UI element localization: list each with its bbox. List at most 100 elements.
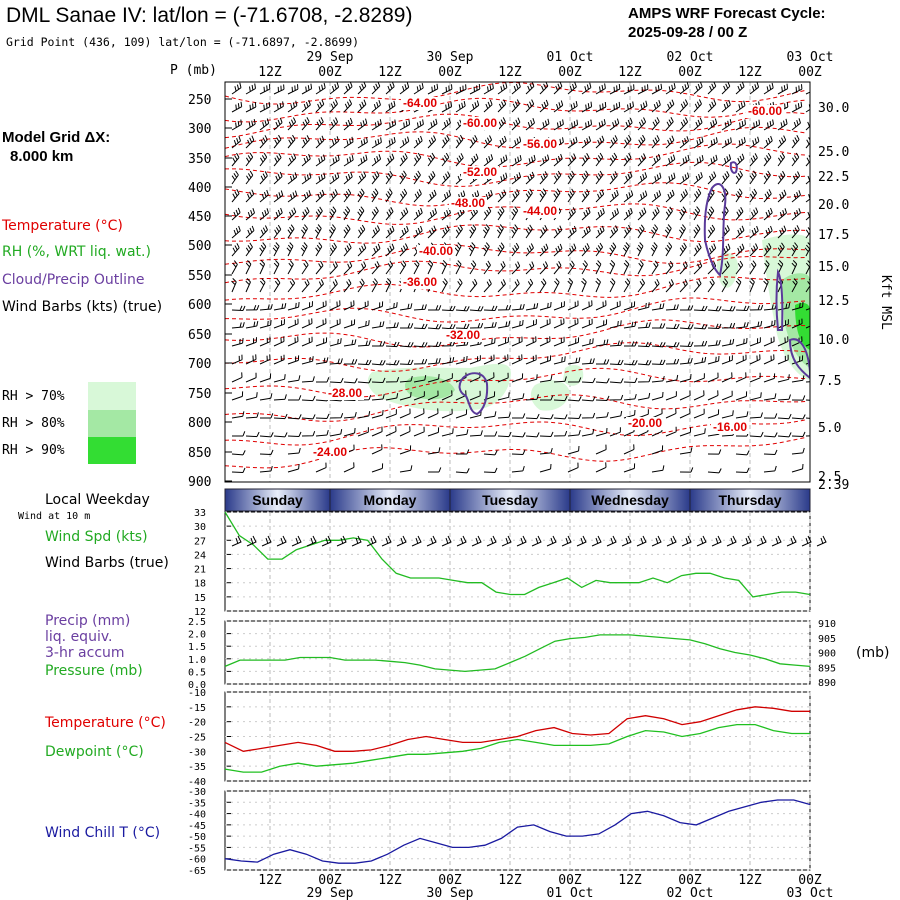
wind-barb <box>525 278 534 293</box>
temperature-contour-label: -24.00 <box>313 445 347 459</box>
wind-barb <box>273 354 285 365</box>
wind-barb <box>707 339 721 347</box>
wind-barb <box>259 171 268 185</box>
wind-barb <box>441 408 453 419</box>
wind-barb <box>287 207 297 221</box>
wind-barb <box>707 449 722 455</box>
wind-barb <box>567 136 578 149</box>
wind-barb <box>245 119 256 131</box>
wind-barb <box>763 170 771 185</box>
wind-barb <box>679 261 688 275</box>
wind-barb <box>791 318 803 329</box>
wind-barb <box>273 117 283 131</box>
wind-barb <box>665 323 680 330</box>
wind-barb <box>763 449 778 455</box>
panel-y-tick-label: -45 <box>188 821 206 832</box>
legend-rh: RH (%, WRT liq. wat.) <box>2 244 151 260</box>
temperature-contour-label: -56.00 <box>523 137 557 151</box>
wind-barb <box>273 432 288 438</box>
wind-barb <box>609 320 622 329</box>
wind-barb <box>343 427 356 437</box>
wind-barb <box>595 119 606 131</box>
wind-barb <box>567 318 579 329</box>
wind-barb <box>496 224 504 239</box>
wind-barb <box>707 171 717 185</box>
wind-barb <box>553 100 564 113</box>
wind-barb <box>763 189 772 203</box>
bottom-hour-label: 00Z <box>558 873 582 888</box>
wind-barb <box>777 118 788 131</box>
wind-barb <box>581 243 590 257</box>
wind-barb <box>581 260 588 275</box>
wind-barb <box>525 374 538 383</box>
wind-barb <box>357 154 368 167</box>
wind-barb <box>315 429 329 437</box>
wind-barb <box>301 260 309 275</box>
wind-barb <box>721 305 736 312</box>
wind-barb <box>567 225 577 239</box>
wind-barb <box>413 170 421 185</box>
wind-barb <box>385 278 392 293</box>
wind-barb <box>455 224 463 239</box>
wind-barb <box>735 225 745 239</box>
wind-barb <box>399 391 412 401</box>
wind-barb <box>791 84 803 95</box>
wind-barb <box>259 152 268 167</box>
wind-barb <box>623 301 636 311</box>
rh80-swatch <box>88 410 136 437</box>
wind-barb <box>441 134 450 149</box>
rh80-label: RH > 80% <box>2 416 65 431</box>
surface-wind-barb <box>486 535 497 547</box>
wind-barb <box>539 278 547 293</box>
wind-barb <box>721 322 736 329</box>
wind-barb <box>693 340 708 347</box>
wind-barb <box>469 323 484 329</box>
wind-barb <box>372 341 386 347</box>
wind-barb <box>637 207 647 221</box>
wind-barb <box>777 242 785 257</box>
panel-y-tick-label: 0.5 <box>188 667 206 678</box>
wind-barb <box>791 355 804 365</box>
wind-barb <box>259 225 268 239</box>
wind-barb <box>468 242 476 257</box>
wind-barb <box>259 84 271 95</box>
wind-barb <box>441 101 453 113</box>
wind-barb <box>343 462 355 473</box>
wind-barb <box>651 190 662 203</box>
wind-barb <box>469 134 478 149</box>
wind-barb <box>735 243 745 257</box>
wind-barb <box>693 428 706 437</box>
wind-barb <box>371 426 383 437</box>
wind-barb <box>469 390 481 401</box>
wind-barb <box>680 305 694 311</box>
wind-barb <box>231 278 237 293</box>
wind-barb <box>455 101 466 113</box>
wind-barb <box>344 359 358 365</box>
wind-barb <box>231 243 240 257</box>
wind-barb <box>637 134 646 149</box>
wind-barb <box>259 393 273 401</box>
wind-barb <box>301 301 313 311</box>
wind-barb <box>651 117 660 131</box>
wind-barb <box>525 188 533 203</box>
panel-y-tick-label: 2.5 <box>188 617 206 628</box>
wind-barb <box>399 445 412 455</box>
wind-barb <box>609 225 619 239</box>
surface-wind-barb <box>636 535 647 547</box>
wind-barb <box>441 225 450 239</box>
wind-barb <box>231 372 243 383</box>
wind-barb <box>749 412 763 419</box>
wind-barb <box>413 225 423 239</box>
wind-barb <box>343 261 353 275</box>
wind-barb <box>665 99 675 113</box>
wind-barb <box>581 318 593 329</box>
panel-frame <box>224 620 811 685</box>
wind-barb <box>637 117 647 131</box>
wind-barb <box>455 84 467 95</box>
pressure-tick-label: 400 <box>188 181 211 196</box>
wind-barb <box>693 99 702 113</box>
wind-barb <box>539 261 549 275</box>
wind-barb <box>609 378 624 384</box>
wind-barb <box>511 279 520 293</box>
